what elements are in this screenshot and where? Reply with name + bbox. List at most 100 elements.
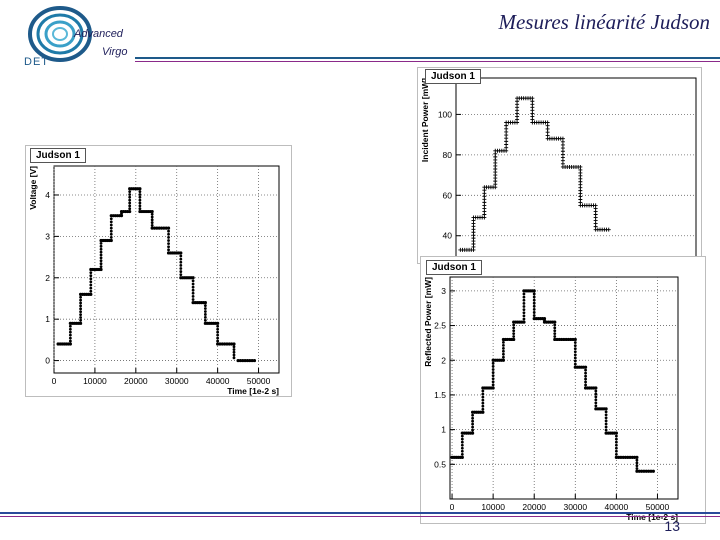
data-series xyxy=(56,187,257,363)
data-point xyxy=(68,339,72,343)
data-point xyxy=(232,356,236,360)
data-point xyxy=(99,256,103,260)
data-point xyxy=(594,392,598,396)
x-tick-label: 40000 xyxy=(605,502,629,512)
data-point xyxy=(68,327,72,331)
data-point xyxy=(216,333,220,337)
x-tick-label: 30000 xyxy=(563,502,587,512)
data-point xyxy=(481,410,485,414)
data-point xyxy=(604,422,608,426)
data-point xyxy=(152,226,157,230)
data-point xyxy=(164,226,168,230)
data-point xyxy=(150,215,154,219)
data-point xyxy=(635,461,639,465)
data-point xyxy=(128,190,132,194)
y-tick-label: 1.5 xyxy=(434,390,446,400)
data-point xyxy=(128,201,132,205)
data-point xyxy=(594,404,598,408)
data-point xyxy=(532,301,536,305)
y-tick-label: 2 xyxy=(441,355,446,365)
data-point xyxy=(553,337,557,342)
data-step xyxy=(522,289,536,317)
data-point xyxy=(232,345,236,349)
data-point xyxy=(99,259,103,263)
data-point xyxy=(138,190,142,194)
data-point xyxy=(250,358,254,363)
data-point xyxy=(179,251,183,255)
data-step xyxy=(482,151,498,190)
data-step xyxy=(150,226,171,252)
data-point xyxy=(491,368,495,371)
data-point xyxy=(532,289,536,293)
data-point xyxy=(481,389,485,393)
data-point xyxy=(626,455,630,459)
data-point xyxy=(79,307,82,311)
data-point xyxy=(138,204,142,208)
data-point xyxy=(522,292,526,296)
data-step xyxy=(203,321,220,343)
logo-swirl-icon xyxy=(28,6,92,62)
data-point xyxy=(216,327,220,331)
data-step xyxy=(635,469,655,473)
data-step xyxy=(56,324,72,346)
data-point xyxy=(502,349,505,353)
data-point xyxy=(203,313,207,316)
data-point xyxy=(223,342,227,346)
data-point xyxy=(584,374,587,378)
data-point xyxy=(460,452,464,456)
data-step xyxy=(501,323,516,342)
data-point xyxy=(532,292,536,296)
incident-power-plot-panel: 40 60 80 100 Incident Power [mW] Judson 1 xyxy=(417,67,702,264)
data-point xyxy=(491,377,495,381)
data-point xyxy=(573,347,577,351)
data-point xyxy=(89,289,93,293)
data-step xyxy=(493,123,509,153)
data-point xyxy=(179,267,183,270)
data-point xyxy=(491,361,495,365)
x-tick-label: 20000 xyxy=(124,376,148,386)
data-point xyxy=(191,285,195,289)
data-point xyxy=(471,413,474,417)
data-point xyxy=(491,383,495,387)
data-point xyxy=(155,226,159,230)
data-point xyxy=(642,469,646,473)
data-point xyxy=(522,298,526,302)
data-point xyxy=(635,464,639,468)
reflected-power-plot-title: Judson 1 xyxy=(426,260,482,275)
data-point xyxy=(99,253,103,257)
data-point xyxy=(614,434,618,438)
data-point xyxy=(179,270,183,273)
data-point xyxy=(633,455,637,459)
data-point xyxy=(460,443,464,447)
data-step xyxy=(166,251,183,277)
data-point xyxy=(491,371,495,374)
data-step xyxy=(614,455,639,470)
y-tick-label: 4 xyxy=(45,190,50,200)
data-step xyxy=(236,358,257,363)
data-point xyxy=(232,350,236,354)
y-tick-label: 0 xyxy=(45,356,50,366)
data-point xyxy=(614,431,618,435)
data-point xyxy=(614,455,618,459)
data-step xyxy=(119,190,132,214)
data-step xyxy=(216,342,236,360)
data-point xyxy=(167,248,170,252)
data-step xyxy=(191,301,207,322)
data-point xyxy=(78,321,83,325)
data-step xyxy=(481,361,495,390)
data-point xyxy=(617,455,621,459)
data-point xyxy=(532,295,536,299)
data-point xyxy=(109,238,113,243)
data-point xyxy=(481,404,485,408)
data-step xyxy=(179,276,195,301)
data-point xyxy=(68,324,72,328)
incident-power-plot: 40 60 80 100 Incident Power [mW] xyxy=(420,77,697,261)
data-point xyxy=(128,209,132,214)
data-point xyxy=(79,298,82,302)
x-tick-label: 30000 xyxy=(165,376,189,386)
reflected-power-plot: 0 10000 20000 30000 40000 50000 0.5 1 1.5 2 2.5 3 Ti… xyxy=(423,276,679,522)
data-step xyxy=(573,365,588,387)
data-point xyxy=(502,352,505,356)
data-point xyxy=(584,383,587,387)
y-tick-label: 80 xyxy=(443,150,453,160)
